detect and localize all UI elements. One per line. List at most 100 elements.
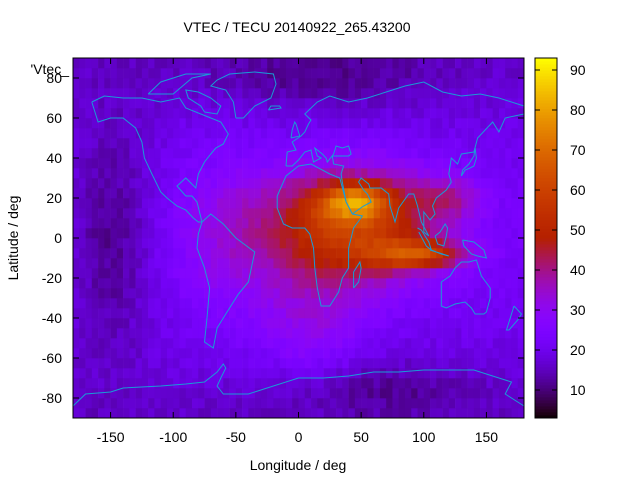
heatmap-cell: [154, 88, 161, 99]
heatmap-cell: [448, 208, 456, 219]
heatmap-cell: [104, 158, 111, 169]
heatmap-cell: [430, 238, 437, 249]
heatmap-cell: [154, 238, 161, 249]
heatmap-cell: [292, 198, 299, 209]
heatmap-cell: [166, 78, 174, 89]
heatmap-cell: [179, 278, 187, 289]
heatmap-cell: [329, 188, 337, 199]
heatmap-cell: [492, 68, 500, 79]
heatmap-cell: [323, 58, 331, 69]
colorbar-segment: [535, 100, 557, 104]
heatmap-cell: [273, 98, 280, 109]
heatmap-cell: [192, 388, 199, 399]
heatmap-cell: [430, 368, 437, 379]
heatmap-cell: [73, 358, 80, 369]
heatmap-cell: [404, 408, 412, 419]
heatmap-cell: [292, 98, 299, 109]
heatmap-cell: [304, 238, 312, 249]
heatmap-cell: [329, 198, 337, 209]
heatmap-cell: [160, 158, 168, 169]
heatmap-cell: [154, 318, 161, 329]
heatmap-cell: [242, 328, 249, 339]
heatmap-cell: [242, 158, 249, 169]
heatmap-cell: [79, 208, 86, 219]
heatmap-cell: [204, 148, 212, 159]
heatmap-cell: [160, 218, 168, 229]
heatmap-cell: [235, 378, 243, 389]
heatmap-cell: [129, 208, 136, 219]
heatmap-cell: [354, 208, 362, 219]
heatmap-cell: [404, 368, 412, 379]
heatmap-cell: [373, 158, 381, 169]
heatmap-cell: [323, 358, 331, 369]
heatmap-cell: [192, 238, 199, 249]
heatmap-cell: [304, 278, 312, 289]
heatmap-cell: [223, 198, 230, 209]
heatmap-cell: [173, 248, 180, 259]
heatmap-cell: [235, 178, 243, 189]
heatmap-cell: [79, 178, 86, 189]
heatmap-cell: [423, 218, 431, 229]
heatmap-cell: [486, 118, 493, 129]
heatmap-cell: [511, 138, 519, 149]
heatmap-cell: [154, 108, 161, 119]
heatmap-cell: [98, 188, 105, 199]
heatmap-cell: [248, 328, 255, 339]
heatmap-cell: [473, 338, 481, 349]
heatmap-cell: [348, 58, 356, 69]
heatmap-cell: [185, 118, 193, 129]
colorbar-segment: [535, 280, 557, 284]
heatmap-cell: [317, 358, 324, 369]
heatmap-cell: [398, 88, 406, 99]
heatmap-cell: [267, 198, 274, 209]
heatmap-cell: [260, 328, 268, 339]
heatmap-cell: [135, 88, 143, 99]
heatmap-cell: [436, 278, 443, 289]
heatmap-cell: [436, 308, 443, 319]
heatmap-cell: [423, 98, 431, 109]
heatmap-cell: [204, 68, 212, 79]
colorbar-segment: [535, 313, 557, 317]
heatmap-cell: [317, 78, 324, 89]
heatmap-cell: [91, 348, 99, 359]
heatmap-cell: [411, 318, 418, 329]
heatmap-cell: [342, 288, 349, 299]
heatmap-cell: [198, 238, 205, 249]
heatmap-cell: [116, 168, 124, 179]
heatmap-cell: [486, 128, 493, 139]
heatmap-cell: [116, 118, 124, 129]
heatmap-cell: [192, 168, 199, 179]
heatmap-cell: [173, 108, 180, 119]
heatmap-cell: [473, 208, 481, 219]
heatmap-cell: [148, 198, 155, 209]
heatmap-cell: [511, 158, 519, 169]
heatmap-cell: [217, 388, 224, 399]
heatmap-cell: [392, 148, 400, 159]
heatmap-cell: [461, 108, 468, 119]
heatmap-cell: [154, 198, 161, 209]
heatmap-cell: [166, 188, 174, 199]
heatmap-cell: [210, 228, 218, 239]
heatmap-cell: [123, 338, 130, 349]
heatmap-cell: [498, 78, 506, 89]
heatmap-cell: [166, 288, 174, 299]
heatmap-cell: [217, 108, 224, 119]
heatmap-cell: [317, 378, 324, 389]
heatmap-cell: [148, 78, 155, 89]
heatmap-cell: [392, 238, 400, 249]
heatmap-cell: [104, 218, 111, 229]
heatmap-cell: [185, 378, 193, 389]
heatmap-cell: [166, 238, 174, 249]
heatmap-cell: [198, 78, 205, 89]
heatmap-cell: [210, 368, 218, 379]
heatmap-cell: [467, 88, 475, 99]
heatmap-cell: [292, 328, 299, 339]
coastline-segment: [196, 213, 256, 349]
heatmap-cell: [317, 88, 324, 99]
heatmap-cell: [79, 108, 86, 119]
heatmap-cell: [317, 168, 324, 179]
heatmap-cell: [185, 248, 193, 259]
heatmap-cell: [448, 338, 456, 349]
heatmap-cell: [436, 238, 443, 249]
heatmap-cell: [461, 178, 468, 189]
